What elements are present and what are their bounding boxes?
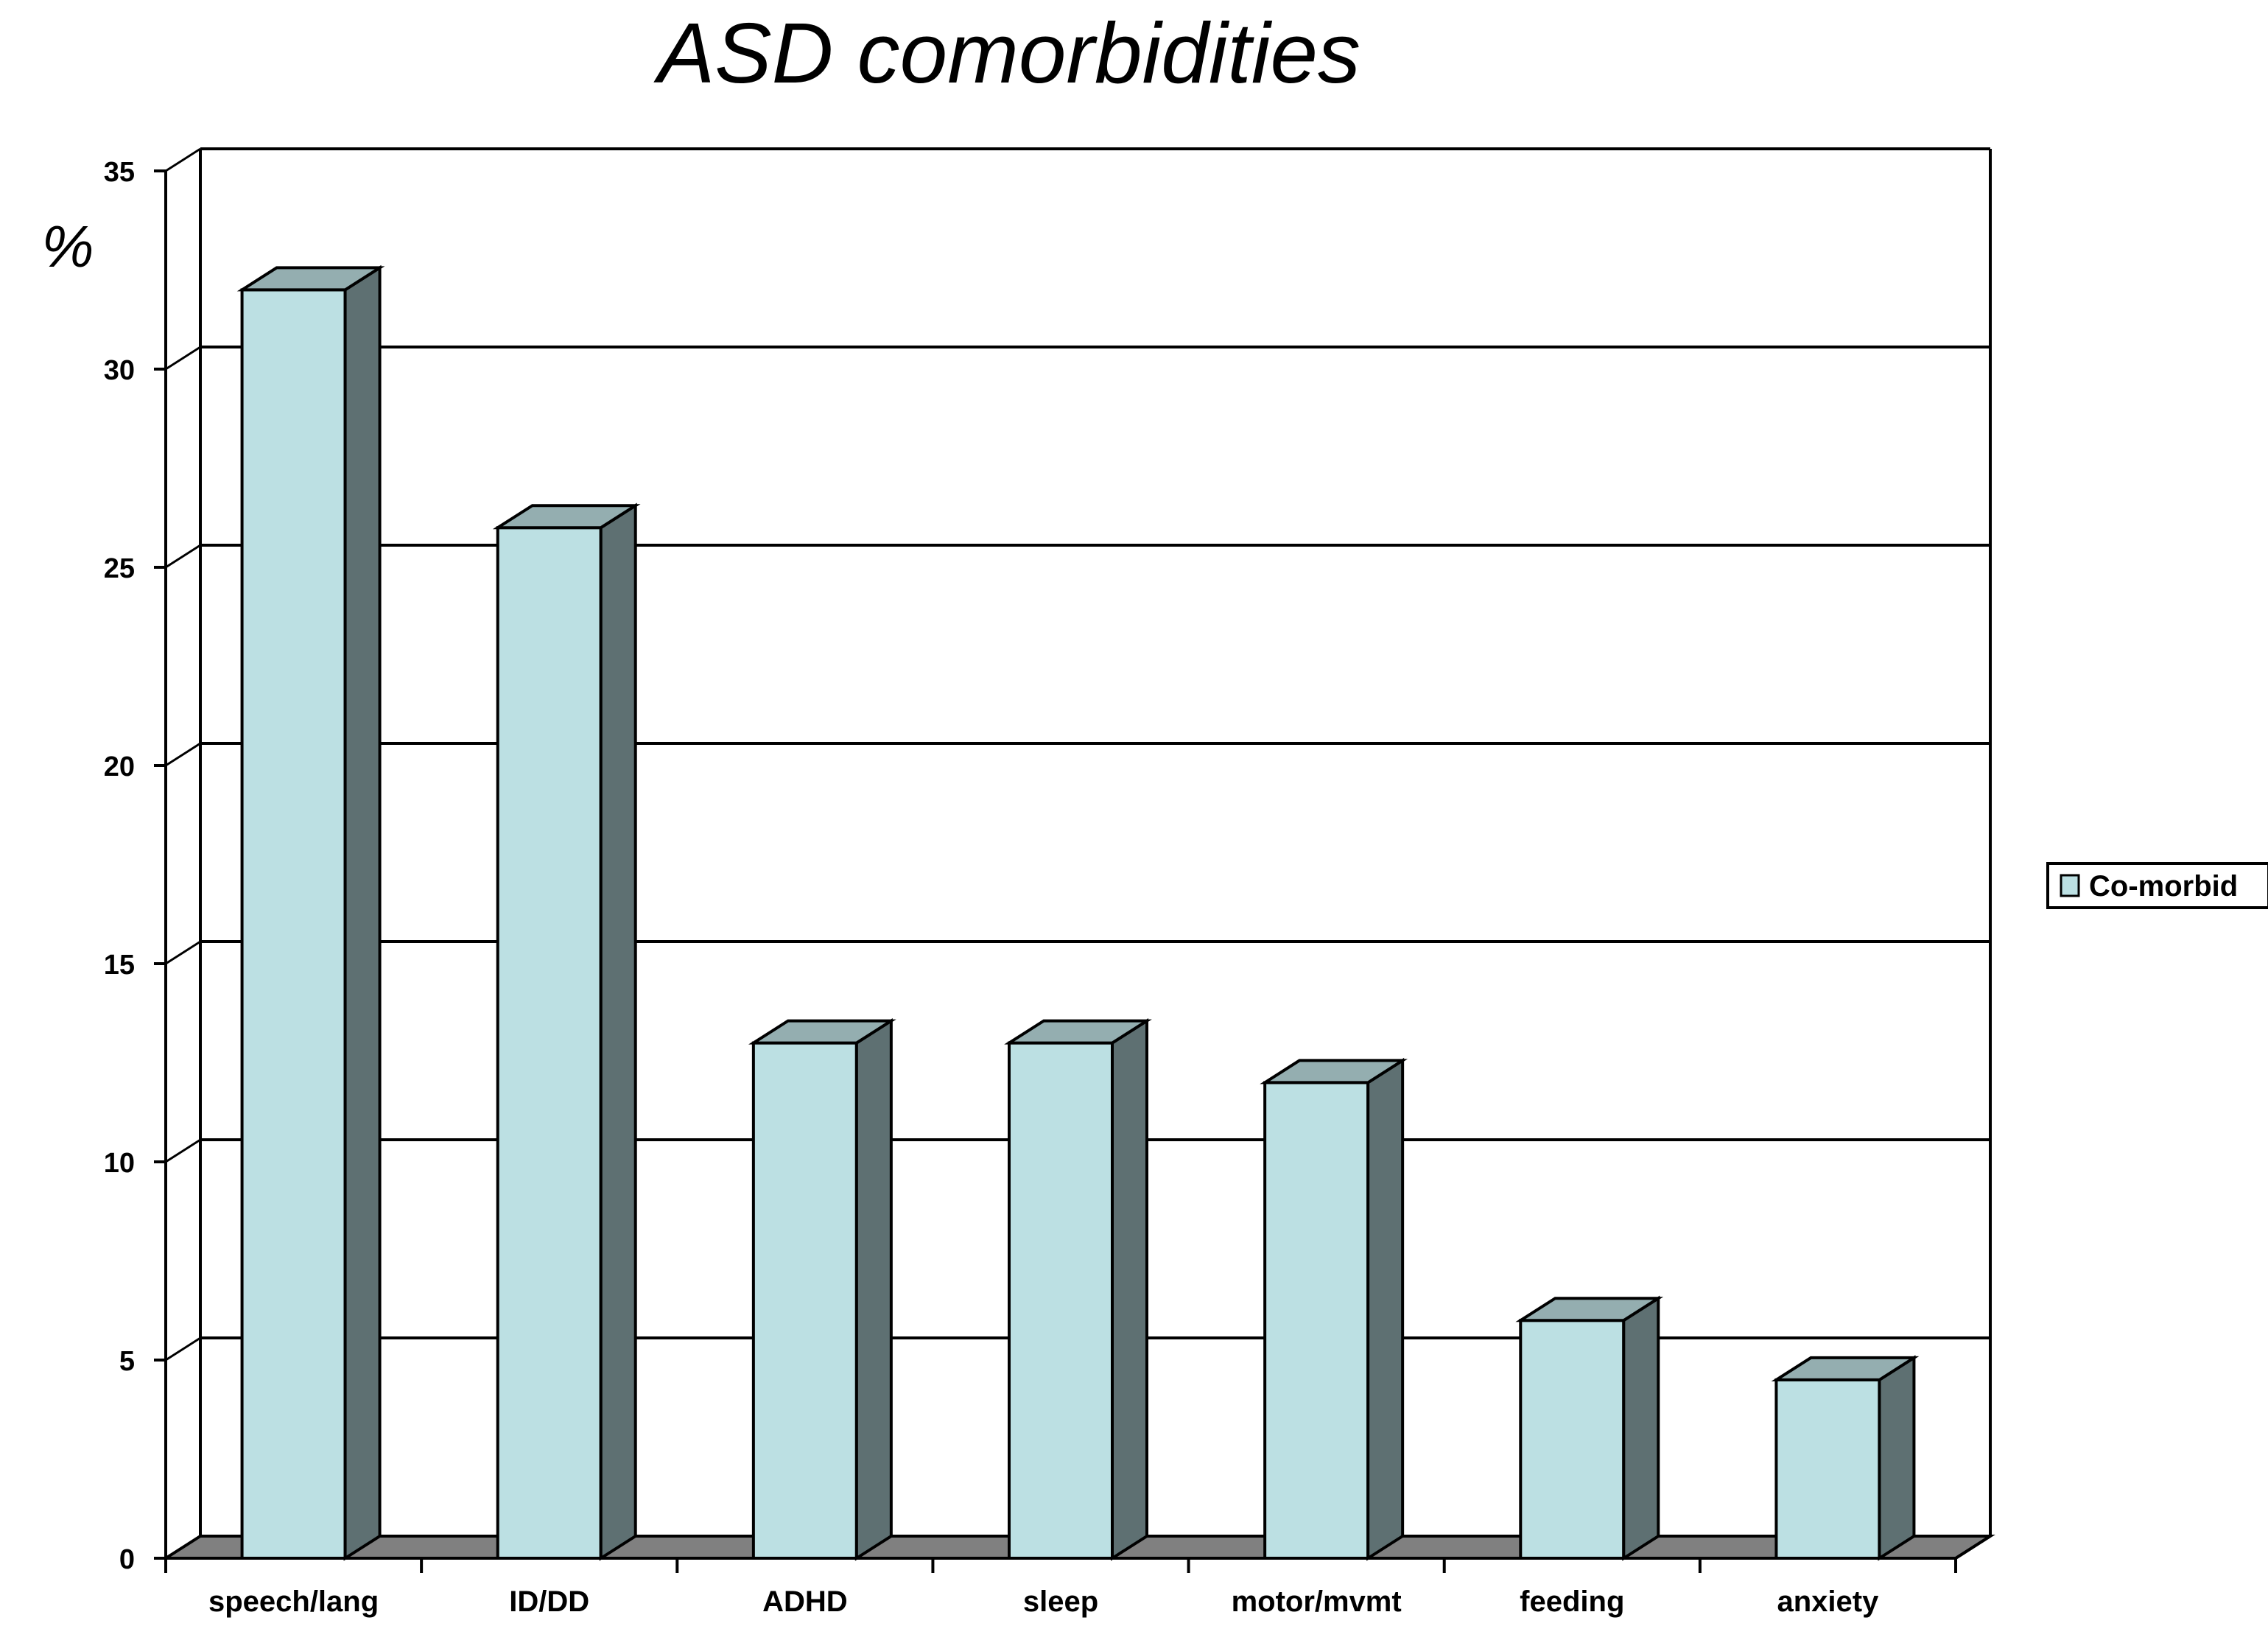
- bar-front: [1263, 1081, 1370, 1560]
- legend: Co-morbid: [2046, 862, 2268, 909]
- gridline-connector: [165, 940, 201, 965]
- y-tick-label: 25: [104, 553, 135, 584]
- bar-side: [1878, 1355, 1916, 1561]
- gridline-connector: [165, 346, 201, 371]
- bar-top: [1260, 1059, 1408, 1084]
- x-tick-label: speech/lang: [208, 1585, 379, 1618]
- gridline-connector: [165, 147, 201, 172]
- bar-side: [1622, 1295, 1660, 1561]
- chart-title: ASD comorbidities: [653, 5, 1361, 101]
- bar-side: [599, 502, 637, 1561]
- bar-top: [1515, 1297, 1664, 1322]
- y-tick-label: 15: [104, 950, 135, 981]
- x-tick-label: ADHD: [762, 1585, 848, 1618]
- bar-top: [1004, 1019, 1152, 1045]
- legend-label: Co-morbid: [2089, 870, 2238, 903]
- bar-front: [1774, 1378, 1881, 1560]
- gridline-connector: [165, 1535, 201, 1560]
- x-tick-label: sleep: [1023, 1585, 1098, 1618]
- y-tick-label: 20: [104, 751, 135, 782]
- bar-front: [1008, 1041, 1114, 1560]
- plot-area: 0 5 10 15 20 25 30 35 speech/lang ID/DD ADHD sleep m…: [104, 147, 1995, 1618]
- x-tick-label: ID/DD: [509, 1585, 589, 1618]
- x-tick-label: motor/mvmt: [1232, 1585, 1402, 1618]
- y-axis-label: %: [41, 214, 94, 279]
- bar-side: [1366, 1057, 1405, 1561]
- y-tick-label: 0: [119, 1544, 135, 1575]
- bar-front: [496, 526, 603, 1560]
- floor-right-edge: [1954, 1535, 1992, 1560]
- gridline-connector: [165, 544, 201, 569]
- y-tick-label: 10: [104, 1148, 135, 1179]
- bar-side: [1111, 1017, 1148, 1561]
- bar-top: [1771, 1356, 1920, 1381]
- y-tick-label: 5: [119, 1346, 135, 1377]
- x-tick-label: feeding: [1520, 1585, 1624, 1618]
- bar-top: [236, 266, 385, 292]
- bar-top: [748, 1019, 896, 1045]
- legend-box: [2046, 862, 2268, 909]
- bar-front: [751, 1041, 858, 1560]
- gridline-connector: [165, 1138, 201, 1163]
- bar-front: [240, 288, 347, 1560]
- bar-side: [854, 1017, 893, 1561]
- bar-front: [1519, 1319, 1626, 1560]
- gridline-connector: [165, 742, 201, 767]
- bar-side: [343, 264, 382, 1561]
- y-tick-label: 35: [104, 157, 135, 188]
- gridline-connector: [165, 1336, 201, 1362]
- legend-swatch: [2060, 874, 2080, 897]
- y-tick-label: 30: [104, 355, 135, 386]
- x-tick-label: anxiety: [1777, 1585, 1879, 1618]
- bar-top: [492, 504, 641, 530]
